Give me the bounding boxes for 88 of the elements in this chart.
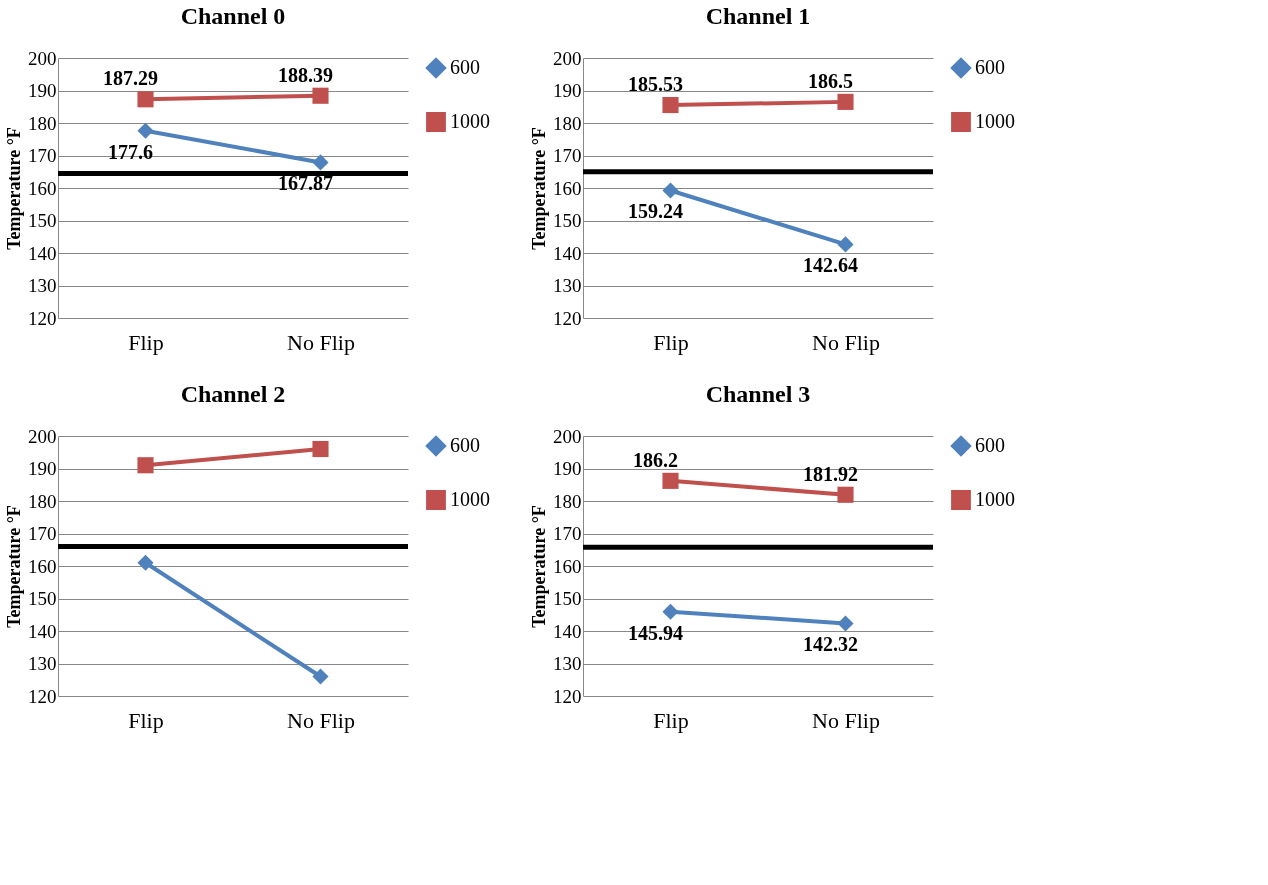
y-tick-label: 160 xyxy=(553,177,582,199)
point xyxy=(137,91,154,108)
y-tick-label: 180 xyxy=(28,490,57,512)
x-tick-label: No Flip xyxy=(812,707,880,733)
y-axis-title: Temperature °F xyxy=(529,127,549,250)
y-tick-label: 130 xyxy=(28,653,57,674)
point xyxy=(837,486,854,503)
y-tick-label: 180 xyxy=(28,112,57,134)
y-tick-label: 120 xyxy=(28,685,57,707)
point xyxy=(312,87,329,104)
data-label: 159.24 xyxy=(628,200,683,223)
y-tick-label: 130 xyxy=(28,275,57,296)
y-tick-label: 140 xyxy=(553,242,582,264)
point xyxy=(137,457,154,474)
data-label: 142.32 xyxy=(803,633,858,656)
legend-label: 1000 xyxy=(450,110,490,132)
y-tick-label: 150 xyxy=(28,588,57,609)
legend-label: 1000 xyxy=(975,488,1015,510)
chart-title: Channel 1 xyxy=(705,3,811,29)
y-tick-label: 180 xyxy=(553,112,582,134)
data-label: 187.29 xyxy=(103,67,158,90)
y-tick-label: 160 xyxy=(28,177,57,199)
x-tick-label: No Flip xyxy=(287,707,355,733)
x-tick-label: Flip xyxy=(128,329,164,355)
x-tick-label: Flip xyxy=(653,707,689,733)
chart-title: Channel 0 xyxy=(180,3,286,29)
y-axis-title: Temperature °F xyxy=(529,505,549,628)
y-tick-label: 150 xyxy=(553,210,582,231)
y-tick-label: 200 xyxy=(553,47,582,69)
y-tick-label: 120 xyxy=(553,307,582,329)
y-tick-label: 170 xyxy=(553,145,582,166)
point xyxy=(662,472,679,489)
y-axis-title: Temperature °F xyxy=(4,505,24,628)
data-label: 167.87 xyxy=(278,172,333,195)
data-label: 177.6 xyxy=(108,140,153,163)
y-tick-label: 150 xyxy=(28,210,57,231)
y-tick-label: 150 xyxy=(553,588,582,609)
y-tick-label: 170 xyxy=(28,145,57,166)
y-tick-label: 160 xyxy=(553,555,582,577)
data-label: 186.2 xyxy=(633,448,678,471)
point xyxy=(662,96,679,114)
point xyxy=(312,154,329,171)
legend-label: 1000 xyxy=(975,110,1015,132)
legend-label: 1000 xyxy=(450,488,490,510)
y-tick-label: 140 xyxy=(553,620,582,642)
x-tick-label: No Flip xyxy=(287,329,355,355)
data-label: 185.53 xyxy=(628,73,683,96)
y-tick-label: 120 xyxy=(553,685,582,707)
data-label: 181.92 xyxy=(803,462,858,485)
data-label: 186.5 xyxy=(808,69,853,92)
y-tick-label: 170 xyxy=(28,523,57,544)
y-tick-label: 160 xyxy=(28,555,57,577)
data-label: 188.39 xyxy=(278,63,333,86)
y-tick-label: 200 xyxy=(28,47,57,69)
y-tick-label: 130 xyxy=(553,275,582,296)
point xyxy=(137,554,154,571)
point xyxy=(662,182,679,199)
point xyxy=(837,615,854,632)
y-tick-label: 190 xyxy=(553,458,582,479)
y-tick-label: 200 xyxy=(553,425,582,447)
y-tick-label: 190 xyxy=(28,80,57,101)
y-tick-label: 170 xyxy=(553,523,582,544)
point xyxy=(662,603,679,620)
point xyxy=(837,236,854,253)
y-axis-title: Temperature °F xyxy=(4,127,24,250)
data-label: 142.64 xyxy=(803,254,858,277)
data-label: 145.94 xyxy=(628,621,683,644)
legend-label: 600 xyxy=(450,56,480,78)
x-tick-label: Flip xyxy=(653,329,689,355)
y-tick-label: 120 xyxy=(28,307,57,329)
y-tick-label: 190 xyxy=(28,458,57,479)
y-tick-label: 190 xyxy=(553,80,582,101)
y-tick-label: 200 xyxy=(28,425,57,447)
point xyxy=(137,122,154,139)
legend-label: 600 xyxy=(975,56,1005,78)
y-tick-label: 140 xyxy=(28,620,57,642)
point xyxy=(312,668,329,685)
x-tick-label: No Flip xyxy=(812,329,880,355)
x-tick-label: Flip xyxy=(128,707,164,733)
y-tick-label: 180 xyxy=(553,490,582,512)
legend-label: 600 xyxy=(450,434,480,456)
y-tick-label: 140 xyxy=(28,242,57,264)
y-tick-label: 130 xyxy=(553,653,582,674)
point xyxy=(837,93,854,110)
legend-label: 600 xyxy=(975,434,1005,456)
chart-title: Channel 3 xyxy=(705,381,811,407)
chart-title: Channel 2 xyxy=(180,381,286,407)
point xyxy=(312,440,329,458)
